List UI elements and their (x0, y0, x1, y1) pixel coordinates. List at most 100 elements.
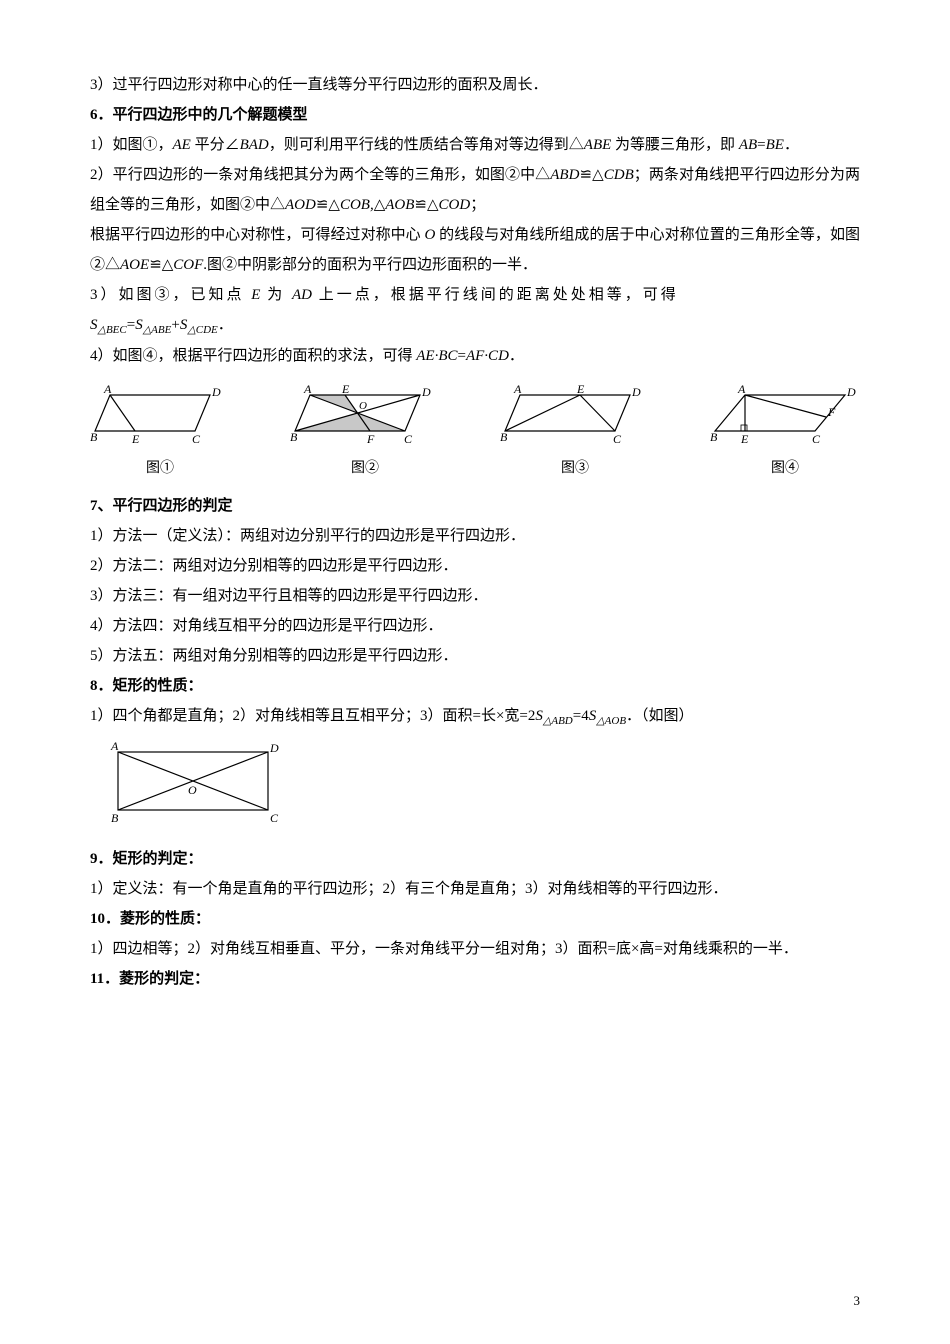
svg-text:F: F (366, 432, 375, 446)
figure-3: A E D B C 图③ (500, 383, 650, 483)
heading-9: 9．矩形的判定： (90, 844, 860, 874)
svg-text:D: D (421, 385, 431, 399)
svg-text:C: C (192, 432, 201, 446)
text: ≌△ (149, 257, 173, 273)
var: COD (439, 197, 471, 213)
figure-3-label: 图③ (561, 455, 589, 483)
figures-row: A D B E C 图① A E D B F C O 图② (90, 383, 860, 483)
heading-10: 10．菱形的性质： (90, 904, 860, 934)
figure-2-label: 图② (351, 455, 379, 483)
figure-1-svg: A D B E C (90, 383, 230, 451)
svg-text:B: B (500, 430, 508, 444)
page-number: 3 (854, 1288, 861, 1314)
svg-text:B: B (90, 430, 98, 444)
figure-2-svg: A E D B F C O (290, 383, 440, 451)
var-s: S (535, 708, 543, 724)
text: = (458, 348, 466, 364)
para-3: 3）过平行四边形对称中心的任一直线等分平行四边形的面积及周长． (90, 70, 860, 100)
figure-4-label: 图④ (771, 455, 799, 483)
svg-text:A: A (103, 383, 112, 396)
para-7-3: 3）方法三：有一组对边平行且相等的四边形是平行四边形． (90, 581, 860, 611)
svg-text:B: B (710, 430, 718, 444)
text: ，则可利用平行线的性质结合等角对等边得到△ (269, 137, 584, 153)
text: ． (218, 317, 233, 333)
figure-3-svg: A E D B C (500, 383, 650, 451)
para-6-2b: 根据平行四边形的中心对称性，可得经过对称中心 O 的线段与对角线所组成的居于中心… (90, 220, 860, 280)
heading-7: 7、平行四边形的判定 (90, 491, 860, 521)
var-ad: AD (292, 287, 312, 303)
svg-text:B: B (290, 430, 298, 444)
text: 上一点，根据平行线间的距离处处相等，可得 (312, 287, 679, 303)
text: ≌△ (579, 167, 603, 183)
svg-text:F: F (827, 405, 836, 419)
var: AOD (285, 197, 316, 213)
para-9-1: 1）定义法：有一个角是直角的平行四边形；2）有三个角是直角；3）对角线相等的平行… (90, 874, 860, 904)
sub: △ABD (543, 715, 573, 727)
svg-text:E: E (576, 383, 585, 396)
para-7-4: 4）方法四：对角线互相平分的四边形是平行四边形． (90, 611, 860, 641)
var: ABD (550, 167, 579, 183)
text: .图②中阴影部分的面积为平行四边形面积的一半． (203, 257, 537, 273)
svg-text:D: D (211, 385, 221, 399)
svg-text:D: D (631, 385, 641, 399)
svg-text:O: O (359, 400, 367, 412)
text: 根据平行四边形的中心对称性，可得经过对称中心 (90, 227, 425, 243)
svg-text:O: O (188, 783, 197, 797)
svg-text:D: D (846, 385, 856, 399)
text: ≌△ (316, 197, 340, 213)
svg-text:E: E (131, 432, 140, 446)
para-7-5: 5）方法五：两组对角分别相等的四边形是平行四边形． (90, 641, 860, 671)
svg-text:E: E (740, 432, 749, 446)
svg-text:A: A (110, 740, 119, 753)
text: = (757, 137, 765, 153)
var: COF (173, 257, 203, 273)
var-be: BE (766, 137, 784, 153)
var-bad: BAD (240, 137, 269, 153)
text: 2）平行四边形的一条对角线把其分为两个全等的三角形，如图②中△ (90, 167, 550, 183)
var-ae: AE (173, 137, 191, 153)
var: CDB (604, 167, 634, 183)
svg-text:C: C (404, 432, 413, 446)
svg-text:D: D (269, 741, 279, 755)
para-6-1: 1）如图①，AE 平分∠BAD，则可利用平行线的性质结合等角对等边得到△ABE … (90, 130, 860, 160)
var-o: O (425, 227, 436, 243)
rectangle-svg: A D B C O (108, 740, 288, 825)
svg-text:C: C (812, 432, 821, 446)
text: = (127, 317, 135, 333)
var: AF·CD (466, 348, 509, 364)
svg-text:A: A (737, 383, 746, 396)
text: ．（如图） (626, 708, 694, 724)
text: =4 (573, 708, 589, 724)
var: AOB (385, 197, 414, 213)
para-7-1: 1）方法一（定义法）：两组对边分别平行的四边形是平行四边形． (90, 521, 860, 551)
text: ． (509, 348, 524, 364)
text: 平分∠ (191, 137, 240, 153)
figure-4-svg: A D B E C F (710, 383, 860, 451)
text: 4）如图④，根据平行四边形的面积的求法，可得 (90, 348, 416, 364)
var: AOE (120, 257, 149, 273)
text: 为 (260, 287, 292, 303)
var-s: S (135, 317, 143, 333)
svg-text:A: A (303, 383, 312, 396)
var-ab: AB (739, 137, 757, 153)
figure-1: A D B E C 图① (90, 383, 230, 483)
text: ≌△ (414, 197, 438, 213)
svg-text:E: E (341, 383, 350, 396)
var: COB, (340, 197, 374, 213)
para-6-2: 2）平行四边形的一条对角线把其分为两个全等的三角形，如图②中△ABD≌△CDB；… (90, 160, 860, 220)
text: 1）四个角都是直角；2）对角线相等且互相平分；3）面积=长×宽=2 (90, 708, 535, 724)
rectangle-figure: A D B C O (108, 740, 860, 836)
figure-4: A D B E C F 图④ (710, 383, 860, 483)
text: 为等腰三角形，即 (611, 137, 739, 153)
svg-text:C: C (613, 432, 622, 446)
para-10-1: 1）四边相等；2）对角线互相垂直、平分，一条对角线平分一组对角；3）面积=底×高… (90, 934, 860, 964)
heading-11: 11．菱形的判定： (90, 964, 860, 994)
figure-2: A E D B F C O 图② (290, 383, 440, 483)
text: ． (784, 137, 799, 153)
para-6-4: 4）如图④，根据平行四边形的面积的求法，可得 AE·BC=AF·CD． (90, 341, 860, 371)
var: AE·BC (416, 348, 457, 364)
text: ； (470, 197, 485, 213)
heading-8: 8．矩形的性质： (90, 671, 860, 701)
var-s: S (90, 317, 98, 333)
text: △ (374, 197, 386, 213)
